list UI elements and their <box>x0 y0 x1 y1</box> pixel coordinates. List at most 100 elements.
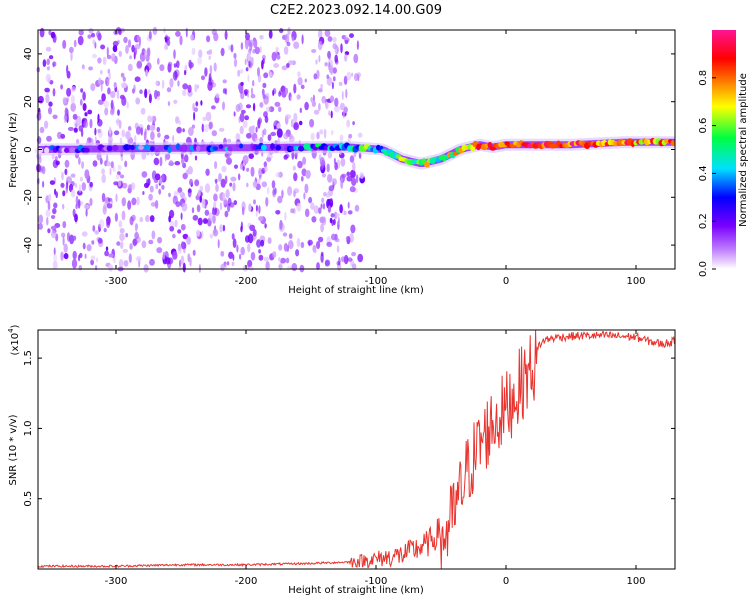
spectrogram-noise-blob <box>296 94 301 100</box>
spectrogram-noise-blob <box>275 46 279 53</box>
spectrogram-noise-blob <box>90 259 94 266</box>
spectrogram-noise-blob <box>222 88 226 94</box>
spectrogram-noise-blob <box>96 30 101 38</box>
spectrogram-noise-blob <box>255 204 258 212</box>
spectrogram-noise-blob <box>187 253 191 263</box>
spectrogram-noise-blob <box>246 132 252 139</box>
spectrogram-noise-blob <box>271 51 277 62</box>
spectrogram-noise-blob <box>97 128 101 134</box>
snr-x-tick-label: 0 <box>503 576 509 587</box>
spectrogram-noise-blob <box>110 91 116 99</box>
spectrogram-noise-blob <box>296 237 301 248</box>
spectrogram-noise-blob <box>231 233 235 240</box>
colorbar-tick-label: 0.0 <box>698 261 709 277</box>
spectrogram-noise-blob <box>80 176 83 182</box>
spectrogram-y-tick-label: 20 <box>23 95 34 108</box>
spectrogram-noise-blob <box>121 82 127 89</box>
spectrogram-noise-blob <box>70 173 76 178</box>
spectrogram-noise-blob <box>47 201 51 211</box>
spectrogram-noise-blob <box>304 183 309 194</box>
spectrogram-noise-blob <box>312 94 315 103</box>
spectrogram-noise-blob <box>90 255 96 261</box>
spectrogram-noise-blob <box>157 132 161 138</box>
spectrogram-noise-blob <box>222 224 226 232</box>
spectrogram-noise-blob <box>187 84 192 94</box>
spectrogram-noise-blob <box>119 233 125 242</box>
spectrogram-noise-blob <box>287 186 293 196</box>
spectrogram-noise-blob <box>248 60 251 67</box>
colorbar-gradient <box>712 30 736 269</box>
signal-track-sample <box>298 145 305 152</box>
spectrogram-noise-blob <box>97 237 103 244</box>
spectrogram-noise-blob <box>331 81 334 90</box>
signal-track-sample <box>487 141 493 149</box>
spectrogram-noise-blob <box>38 214 44 224</box>
spectrogram-noise-blob <box>352 161 356 172</box>
colorbar-tick-label: 0.8 <box>698 70 709 86</box>
colorbar-label: Normalized spectral amplitude <box>738 73 749 227</box>
spectrogram-noise-blob <box>172 135 175 143</box>
spectrogram-noise-blob <box>238 173 241 181</box>
spectrogram-noise-blob <box>159 156 163 166</box>
spectrogram-noise-blob <box>165 257 171 265</box>
spectrogram-noise-blob <box>319 157 325 167</box>
spectrogram-noise-blob <box>319 216 326 224</box>
spectrogram-noise-blob <box>134 231 139 240</box>
spectrogram-noise-blob <box>278 244 283 251</box>
spectrogram-noise-blob <box>311 216 317 223</box>
spectrogram-noise-blob <box>321 173 327 178</box>
spectrogram-noise-blob <box>290 118 294 128</box>
spectrogram-noise-blob <box>187 166 193 175</box>
spectrogram-noise-blob <box>91 53 98 59</box>
spectrogram-noise-blob <box>338 81 343 86</box>
spectrogram-noise-blob <box>110 198 113 205</box>
spectrogram-noise-blob <box>45 73 51 83</box>
spectrogram-noise-blob <box>332 43 338 50</box>
spectrogram-noise-blob <box>324 29 331 37</box>
spectrogram-noise-blob <box>75 138 80 145</box>
spectrogram-noise-blob <box>218 127 225 132</box>
spectrogram-noise-blob <box>149 215 155 223</box>
spectrogram-noise-blob <box>282 232 288 237</box>
spectrogram-noise-blob <box>330 110 333 119</box>
spectrogram-noise-blob <box>175 30 181 37</box>
spectrogram-noise-blob <box>244 91 248 96</box>
spectrogram-noise-blob <box>224 175 228 184</box>
spectrogram-noise-blob <box>183 248 186 254</box>
spectrogram-noise-blob <box>122 182 128 189</box>
spectrogram-noise-blob <box>222 192 226 201</box>
spectrogram-noise-blob <box>352 121 355 126</box>
spectrogram-noise-blob <box>288 233 293 240</box>
spectrogram-noise-blob <box>62 190 66 197</box>
spectrogram-noise-blob <box>179 35 183 46</box>
spectrogram-noise-blob <box>158 188 162 195</box>
spectrogram-noise-blob <box>53 247 56 256</box>
spectrogram-noise-blob <box>339 102 345 111</box>
spectrogram-noise-blob <box>168 215 172 223</box>
spectrogram-noise-blob <box>157 236 163 244</box>
spectrogram-noise-blob <box>336 261 341 266</box>
spectrogram-noise-blob <box>252 102 256 112</box>
spectrogram-noise-blob <box>330 198 333 204</box>
spectrogram-noise-blob <box>79 252 83 259</box>
spectrogram-noise-blob <box>172 233 176 239</box>
spectrogram-noise-blob <box>136 60 143 69</box>
spectrogram-noise-blob <box>88 28 94 34</box>
spectrogram-noise-blob <box>224 30 228 40</box>
spectrogram-noise-blob <box>258 216 264 222</box>
spectrogram-noise-blob <box>240 225 243 233</box>
spectrogram-noise-blob <box>333 76 336 82</box>
spectrogram-noise-blob <box>182 83 189 90</box>
spectrogram-noise-blob <box>118 220 123 228</box>
spectrogram-noise-blob <box>302 156 307 165</box>
signal-track-sample <box>158 146 164 151</box>
spectrogram-noise-blob <box>60 251 64 261</box>
spectrogram-noise-blob <box>121 210 126 221</box>
spectrogram-noise-blob <box>180 212 183 220</box>
spectrogram-noise-blob <box>203 124 210 133</box>
spectrogram-noise-blob <box>61 232 66 238</box>
spectrogram-noise-blob <box>82 242 86 250</box>
spectrogram-noise-blob <box>339 134 344 142</box>
spectrogram-x-tick-label: 0 <box>503 276 509 287</box>
